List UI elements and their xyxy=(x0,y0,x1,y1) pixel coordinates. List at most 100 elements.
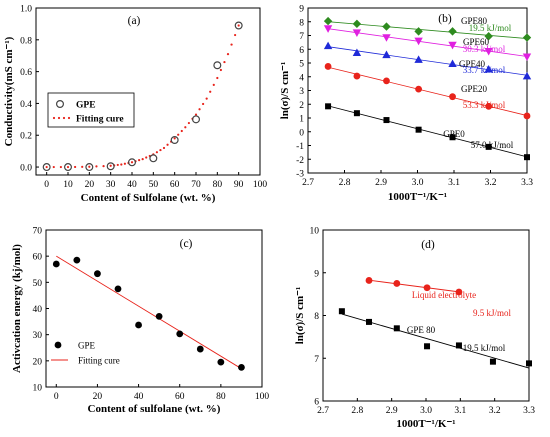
data-point xyxy=(423,284,431,292)
panel-label: (b) xyxy=(438,13,452,25)
panel-label: (c) xyxy=(180,238,193,250)
y-tick-label: -3 xyxy=(296,170,304,180)
data-point xyxy=(485,143,492,150)
fit-dot xyxy=(95,165,98,168)
data-point xyxy=(489,358,496,365)
x-tick-label: 30 xyxy=(106,180,116,190)
y-tick-label: 1.0 xyxy=(20,5,32,15)
fit-dot xyxy=(202,102,205,106)
fit-dot xyxy=(102,164,105,168)
fit-dot xyxy=(74,165,77,169)
x-tick-label: 0 xyxy=(44,180,49,190)
data-point xyxy=(383,117,390,124)
data-point xyxy=(128,158,137,167)
x-tick-label: 3.1 xyxy=(454,406,466,416)
x-tick-label: 3.0 xyxy=(420,406,432,416)
legend-label: GPE xyxy=(76,101,96,111)
data-point xyxy=(526,360,532,367)
panel-c: 0 20 40 60 80 100 10 20 30 40 50 60 70 Content of sul… xyxy=(11,227,269,416)
fit-line xyxy=(327,105,528,158)
x-tick-label: 0 xyxy=(54,392,59,402)
data-point xyxy=(353,72,361,80)
data-point xyxy=(217,358,225,366)
x-tick-label: 3.1 xyxy=(448,178,460,188)
fit-dot xyxy=(120,163,123,166)
legend-box xyxy=(47,92,135,128)
data-point xyxy=(106,162,115,171)
y-tick-label: 0.6 xyxy=(20,68,32,78)
x-tick-label: 3.2 xyxy=(485,178,497,188)
x-tick-label: 3.2 xyxy=(489,406,501,416)
energy-label: 9.5 kJ/mol xyxy=(473,308,512,318)
legend-label: Fitting cure xyxy=(78,356,120,366)
data-point xyxy=(325,103,332,110)
data-point xyxy=(155,312,163,320)
energy-label: 53.3 kJ/mol xyxy=(463,100,506,110)
data-point xyxy=(393,325,400,332)
data-point xyxy=(42,163,51,172)
legend-marker xyxy=(52,116,56,120)
fit-line xyxy=(56,255,242,370)
fit-dot xyxy=(88,165,91,168)
panel-label: (d) xyxy=(421,239,435,251)
data-point xyxy=(324,63,332,70)
fit-line xyxy=(328,46,528,76)
fit-dot xyxy=(226,53,230,56)
y-tick-label: 9 xyxy=(314,269,319,279)
data-point xyxy=(414,27,423,36)
data-point xyxy=(323,25,333,33)
energy-label: 19.5 kJ/mol xyxy=(469,23,512,33)
fit-dot xyxy=(205,97,208,100)
fit-line xyxy=(328,21,528,39)
data-point xyxy=(523,112,531,120)
fit-dot xyxy=(177,133,180,136)
fit-dot xyxy=(130,161,134,164)
data-point xyxy=(415,126,422,133)
energy-label: 33.7 kJ/mol xyxy=(463,65,506,75)
fit-dot xyxy=(212,83,215,86)
data-point xyxy=(323,16,333,26)
fit-dot xyxy=(216,76,219,80)
fit-line xyxy=(328,28,528,57)
series-label: GPE80 xyxy=(461,16,488,26)
y-tick-label: 7 xyxy=(314,355,319,365)
data-point xyxy=(94,270,101,278)
data-point xyxy=(196,345,204,353)
fit-line xyxy=(341,313,530,369)
y-tick-label: 5 xyxy=(299,60,304,70)
energy-label: 57.0 kJ/mol xyxy=(471,140,514,150)
x-axis-title: 1000T⁻¹/K⁻¹ xyxy=(388,191,447,203)
data-point xyxy=(352,19,362,29)
data-point xyxy=(448,41,457,50)
y-tick-label: 6 xyxy=(299,46,304,56)
fit-dot xyxy=(123,162,126,165)
y-tick-label: 7 xyxy=(299,32,304,42)
fit-dot xyxy=(237,24,240,27)
fit-dot xyxy=(155,151,158,154)
x-tick-label: 3.3 xyxy=(521,178,533,188)
data-point xyxy=(415,85,422,93)
x-tick-label: 70 xyxy=(191,180,201,190)
y-tick-label: 70 xyxy=(33,227,43,237)
data-point xyxy=(323,41,333,50)
fit-dot xyxy=(173,137,176,140)
data-point xyxy=(192,115,201,124)
data-point xyxy=(393,280,401,287)
data-point xyxy=(238,363,245,371)
fit-dot xyxy=(59,165,62,169)
fit-dot xyxy=(223,60,226,64)
fit-dot xyxy=(219,68,222,72)
panel-label: (a) xyxy=(128,15,141,27)
x-tick-label: 3.0 xyxy=(412,178,424,188)
fit-dot xyxy=(145,156,148,159)
data-point xyxy=(63,163,72,172)
data-point xyxy=(455,288,463,296)
x-tick-label: 40 xyxy=(127,180,137,190)
x-tick-label: 40 xyxy=(134,392,144,402)
y-tick-label: -1 xyxy=(296,142,304,152)
series-label: Liquid electrolyte xyxy=(412,290,476,300)
data-point xyxy=(449,93,456,101)
data-point xyxy=(353,110,360,117)
x-tick-label: 20 xyxy=(93,392,103,402)
y-tick-label: 4 xyxy=(299,73,304,83)
